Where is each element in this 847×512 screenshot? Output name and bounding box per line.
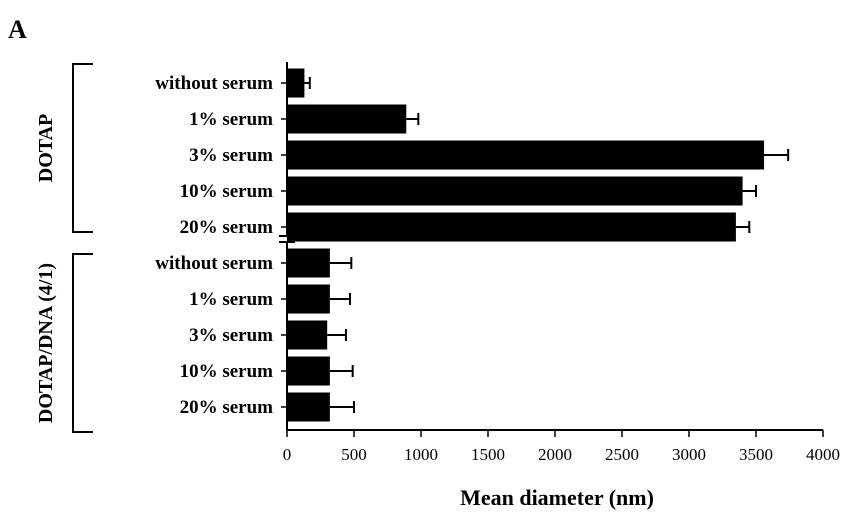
category-label: 3% serum [189,145,273,166]
group-bracket [72,63,93,233]
group-bracket [72,253,93,433]
x-tick-label: 1000 [404,445,438,464]
category-label: 3% serum [189,325,273,346]
category-label: 1% serum [189,289,273,310]
x-tick-label: 3500 [739,445,773,464]
group-brackets: DOTAP DOTAP/DNA (4/1) [35,63,93,433]
bar [287,392,330,422]
x-tick-label: 1500 [471,445,505,464]
x-tick-label: 3000 [672,445,706,464]
category-labels: without serum 1% serum 3% serum 10% serum 20… [155,73,273,418]
bar [287,248,330,278]
category-label: 10% serum [180,181,274,202]
category-label: without serum [155,253,273,274]
bar [287,356,330,386]
x-tick-label: 500 [341,445,367,464]
x-tick-label: 4000 [806,445,840,464]
bar [287,176,743,206]
bar [287,212,736,242]
category-label: 1% serum [189,109,273,130]
bars [287,68,790,422]
x-axis: 0 500 1000 1500 2000 2500 3000 3500 4000 [279,62,840,464]
bar [287,284,330,314]
category-label: without serum [155,73,273,94]
x-tick-label: 0 [283,445,292,464]
panel-label: A [8,15,27,44]
bar [287,68,305,98]
bar [287,140,765,170]
group-label: DOTAP [35,114,57,183]
category-label: 20% serum [180,397,274,418]
bar [287,104,407,134]
x-tick-label: 2500 [605,445,639,464]
x-axis-title: Mean diameter (nm) [460,485,654,510]
category-label: 20% serum [180,217,274,238]
bar [287,320,328,350]
category-label: 10% serum [180,361,274,382]
x-tick-label: 2000 [538,445,572,464]
group-label: DOTAP/DNA (4/1) [35,263,57,423]
